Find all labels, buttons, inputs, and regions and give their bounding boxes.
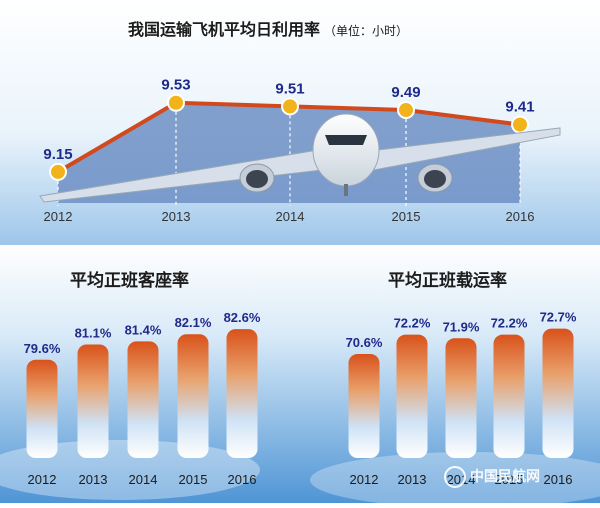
data-point xyxy=(281,97,299,116)
data-point xyxy=(49,162,67,181)
nose-gear xyxy=(344,184,348,196)
bar-value-label: 72.2% xyxy=(491,316,528,331)
x-tick-label: 2015 xyxy=(392,209,421,224)
x-tick-label: 2016 xyxy=(544,472,573,487)
bar xyxy=(26,359,58,458)
data-label: 9.49 xyxy=(391,84,420,101)
x-tick-label: 2012 xyxy=(44,209,73,224)
right-engine-intake xyxy=(424,170,446,188)
data-point xyxy=(167,93,185,112)
load-factor-chart-title: 平均正班客座率 xyxy=(70,271,189,290)
x-tick-label: 2015 xyxy=(495,472,524,487)
bar xyxy=(493,334,525,458)
data-label: 9.51 xyxy=(275,80,304,97)
left-engine-intake xyxy=(246,170,268,188)
x-tick-label: 2012 xyxy=(350,472,379,487)
bar xyxy=(396,334,428,458)
bar xyxy=(445,338,477,458)
bar-value-label: 72.2% xyxy=(394,316,431,331)
bar xyxy=(542,328,574,458)
x-tick-label: 2013 xyxy=(79,472,108,487)
bar-value-label: 81.1% xyxy=(75,325,112,340)
bar-value-label: 81.4% xyxy=(125,322,162,337)
x-tick-label: 2015 xyxy=(179,472,208,487)
x-tick-label: 2016 xyxy=(228,472,257,487)
bar xyxy=(127,341,159,458)
wechat-icon xyxy=(444,466,466,489)
x-tick-label: 2013 xyxy=(162,209,191,224)
data-label: 9.41 xyxy=(505,99,534,116)
bar-value-label: 71.9% xyxy=(443,319,480,334)
data-label: 9.15 xyxy=(43,146,72,163)
bar xyxy=(77,344,109,458)
fuselage xyxy=(312,113,380,187)
data-point xyxy=(397,101,415,120)
airplane-illustration xyxy=(39,113,561,203)
watermark: 中国民航网 xyxy=(438,466,540,489)
cockpit-window xyxy=(325,135,367,145)
bar-value-label: 72.7% xyxy=(540,310,577,325)
cargo-load-factor-chart-title: 平均正班载运率 xyxy=(388,271,507,290)
cargo-load-factor-bar-chart: 70.6%201272.2%201371.9%201472.2%201572.7… xyxy=(346,310,577,487)
bar-value-label: 82.6% xyxy=(224,310,261,325)
bar xyxy=(226,329,258,458)
load-factor-bar-chart: 79.6% 2012 81.1% 2013 81.4% 2014 82.1% 2015 82.6… xyxy=(24,310,261,487)
bar-value-label: 82.1% xyxy=(175,315,212,330)
bar-value-label: 79.6% xyxy=(24,341,61,356)
x-tick-label: 2014 xyxy=(276,209,305,224)
bar-value-label: 70.6% xyxy=(346,335,383,350)
bar xyxy=(177,334,209,458)
x-tick-label: 2013 xyxy=(398,472,427,487)
x-tick-label: 2012 xyxy=(28,472,57,487)
data-point xyxy=(511,115,529,134)
x-tick-label: 2014 xyxy=(129,472,158,487)
x-tick-label: 2016 xyxy=(506,209,535,224)
utilization-chart-title: 我国运输飞机平均日利用率 （单位：小时） xyxy=(128,22,409,39)
data-label: 9.53 xyxy=(161,77,190,94)
bar xyxy=(348,354,380,458)
